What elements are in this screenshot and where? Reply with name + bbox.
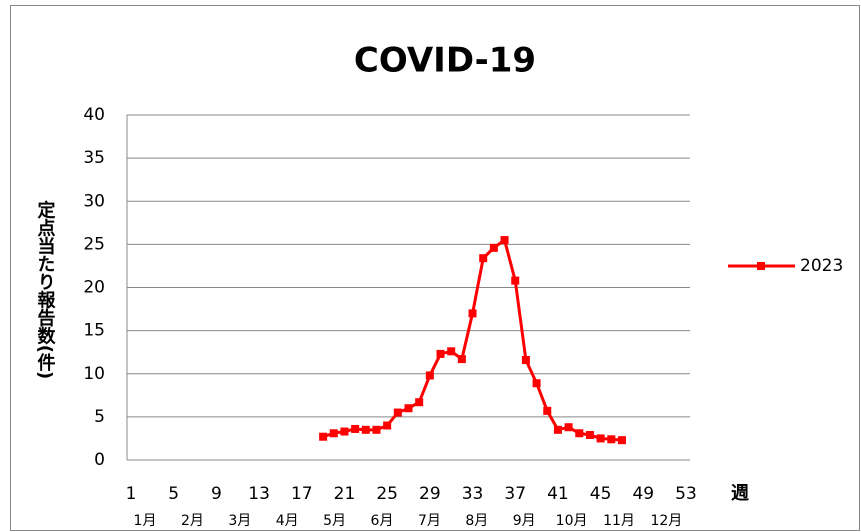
data-point: [415, 398, 424, 407]
data-point: [585, 430, 594, 439]
y-tick-label: 25: [83, 234, 105, 254]
x-tick-label: 49: [632, 484, 654, 504]
legend-label: 2023: [800, 256, 843, 276]
month-label: 12月: [650, 513, 682, 529]
data-point: [383, 421, 392, 430]
month-label: 8月: [465, 513, 488, 529]
data-point: [361, 425, 370, 434]
month-label: 9月: [513, 513, 536, 529]
month-label: 6月: [371, 513, 394, 529]
y-tick-label: 0: [94, 450, 105, 470]
data-point: [329, 429, 338, 438]
x-tick-label: 53: [675, 484, 697, 504]
x-tick-label: 5: [168, 484, 179, 504]
y-tick-label: 40: [83, 105, 105, 125]
y-tick-label: 20: [83, 278, 105, 298]
data-point: [447, 347, 456, 356]
data-point: [511, 276, 520, 285]
x-tick-label: 9: [211, 484, 222, 504]
legend-marker: [757, 262, 765, 270]
x-axis-label: 週: [731, 483, 749, 504]
data-point: [521, 355, 530, 364]
x-tick-label: 1: [126, 484, 137, 504]
x-tick-label: 17: [291, 484, 313, 504]
data-point: [500, 236, 509, 245]
month-label: 11月: [603, 513, 635, 529]
y-tick-label: 15: [83, 321, 105, 341]
x-tick-label: 45: [590, 484, 612, 504]
data-point: [393, 408, 402, 417]
data-point: [425, 371, 434, 380]
data-point: [575, 429, 584, 438]
data-point: [617, 436, 626, 445]
data-point: [596, 434, 605, 443]
month-label: 3月: [228, 513, 251, 529]
x-tick-label: 21: [334, 484, 356, 504]
data-point: [543, 406, 552, 415]
month-label: 4月: [276, 513, 299, 529]
data-point: [436, 349, 445, 358]
x-tick-label: 37: [504, 484, 526, 504]
x-tick-label: 13: [248, 484, 270, 504]
chart-frame: [10, 5, 860, 531]
data-point: [351, 424, 360, 433]
data-point: [532, 379, 541, 388]
data-point: [607, 435, 616, 444]
month-label: 7月: [418, 513, 441, 529]
data-point: [404, 404, 413, 413]
x-tick-label: 25: [376, 484, 398, 504]
data-point: [564, 423, 573, 432]
y-tick-label: 10: [83, 364, 105, 384]
data-point: [319, 432, 328, 441]
month-label: 1月: [134, 513, 157, 529]
y-tick-label: 35: [83, 148, 105, 168]
month-label: 5月: [323, 513, 346, 529]
data-point: [468, 309, 477, 318]
y-tick-label: 5: [94, 407, 105, 427]
data-point: [489, 243, 498, 252]
data-point: [372, 425, 381, 434]
x-tick-label: 41: [547, 484, 569, 504]
data-point: [553, 425, 562, 434]
chart-title: COVID-19: [354, 41, 536, 81]
x-tick-label: 33: [462, 484, 484, 504]
data-point: [479, 254, 488, 263]
y-tick-label: 30: [83, 191, 105, 211]
y-axis-label: 定点当たり報告数(件): [35, 200, 56, 380]
x-tick-label: 29: [419, 484, 441, 504]
data-point: [340, 427, 349, 436]
month-label: 10月: [556, 513, 588, 529]
month-label: 2月: [181, 513, 204, 529]
data-point: [457, 355, 466, 364]
